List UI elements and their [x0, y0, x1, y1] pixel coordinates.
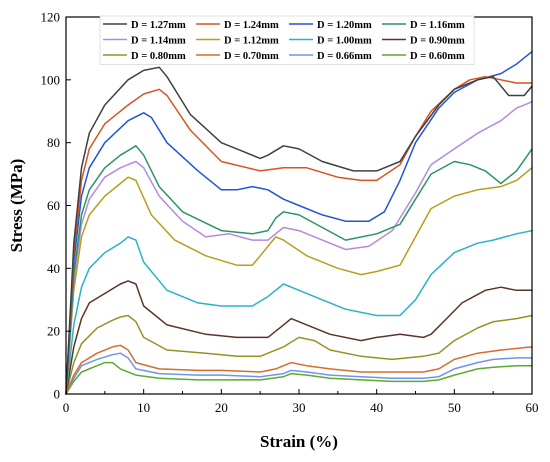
y-tick-label-6: 120	[41, 10, 61, 25]
legend-label-7: D = 0.90mm	[410, 35, 465, 46]
series-line-5	[65, 167, 533, 395]
x-tick-label-0: 0	[63, 400, 70, 415]
x-tick-label-5: 50	[448, 400, 461, 415]
legend-label-6: D = 1.00mm	[317, 35, 372, 46]
y-tick-label-3: 60	[47, 198, 60, 213]
x-tick-label-1: 10	[137, 400, 150, 415]
legend-label-8: D = 0.80mm	[131, 51, 186, 62]
series-line-8	[65, 314, 533, 395]
series-line-1	[65, 75, 533, 395]
legend-label-11: D = 0.60mm	[410, 51, 465, 62]
series-line-7	[65, 280, 533, 395]
y-tick-label-2: 40	[47, 261, 60, 276]
y-tick-label-4: 80	[47, 135, 60, 150]
y-axis-title: Stress (MPa)	[7, 159, 26, 253]
series-layer	[65, 50, 533, 395]
legend-label-2: D = 1.20mm	[317, 20, 372, 31]
x-tick-label-4: 40	[370, 400, 383, 415]
series-line-0	[65, 66, 533, 395]
legend-box	[99, 15, 475, 65]
y-tick-label-0: 0	[54, 387, 61, 402]
legend-label-3: D = 1.16mm	[410, 20, 465, 31]
series-line-11	[65, 361, 533, 395]
ticks-layer: 0 10 20 30 40 50 60 0 20 40 60 80 100 120	[41, 10, 539, 416]
legend-label-5: D = 1.12mm	[224, 35, 279, 46]
series-line-6	[65, 229, 533, 395]
y-tick-label-5: 100	[41, 72, 61, 87]
legend-label-10: D = 0.66mm	[317, 51, 372, 62]
legend-label-0: D = 1.27mm	[131, 20, 186, 31]
series-line-2	[65, 50, 533, 395]
legend: D = 1.27mm D = 1.24mm D = 1.20mm D = 1.16mm…	[99, 15, 475, 65]
legend-label-1: D = 1.24mm	[224, 20, 279, 31]
x-tick-label-6: 60	[526, 400, 539, 415]
legend-label-9: D = 0.70mm	[224, 51, 279, 62]
series-line-10	[65, 352, 533, 395]
x-axis-title: Strain (%)	[260, 432, 338, 451]
legend-label-4: D = 1.14mm	[131, 35, 186, 46]
x-tick-label-3: 30	[293, 400, 306, 415]
y-tick-label-1: 20	[47, 324, 60, 339]
series-line-3	[65, 145, 533, 395]
series-line-4	[65, 101, 533, 395]
x-tick-label-2: 20	[215, 400, 228, 415]
series-line-9	[65, 344, 533, 395]
